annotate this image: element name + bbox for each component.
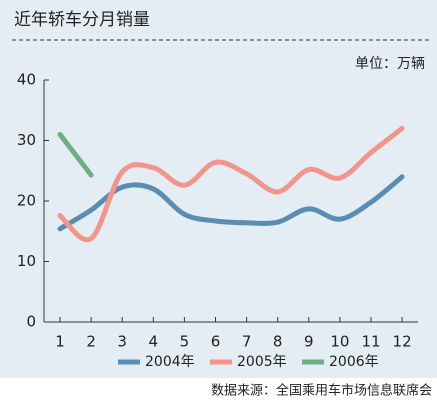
y-tick-label: 40 (17, 71, 36, 89)
x-tick-label: 1 (55, 333, 65, 351)
series-line (57, 125, 405, 243)
x-tick-label: 7 (242, 333, 252, 351)
series-line (57, 131, 94, 178)
x-tick-label: 10 (330, 333, 349, 351)
source-note: 数据来源：全国乘用车市场信息联席会 (211, 383, 432, 399)
chart-background (0, 0, 437, 378)
y-tick-label: 30 (17, 131, 36, 149)
y-tick-label: 20 (17, 192, 36, 210)
chart-title: 近年轿车分月销量 (14, 10, 150, 30)
x-tick-label: 12 (393, 333, 412, 351)
x-tick-label: 6 (211, 333, 221, 351)
x-tick-label: 5 (180, 333, 190, 351)
x-tick-label: 4 (149, 333, 159, 351)
x-tick-label: 8 (273, 333, 283, 351)
legend-label: 2006年 (329, 354, 379, 370)
legend-label: 2005年 (237, 354, 287, 370)
series-line (57, 174, 405, 232)
x-tick-label: 11 (361, 333, 380, 351)
x-tick-label: 9 (304, 333, 314, 351)
y-tick-label: 0 (26, 313, 36, 331)
legend-label: 2004年 (145, 354, 195, 370)
x-tick-label: 2 (86, 333, 96, 351)
y-tick-label: 10 (17, 252, 36, 270)
unit-label: 单位：万辆 (355, 56, 425, 72)
x-tick-label: 3 (117, 333, 127, 351)
